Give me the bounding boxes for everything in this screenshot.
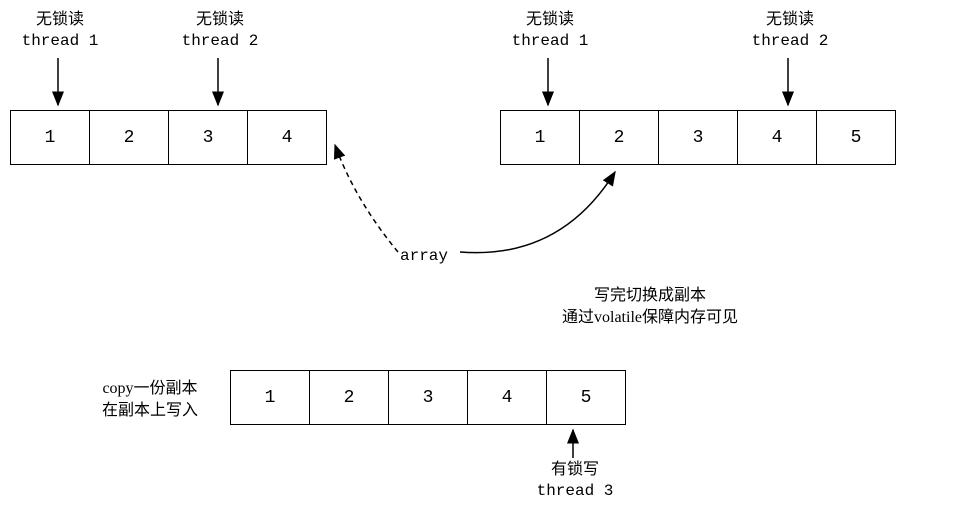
thread3-text: thread 3 bbox=[537, 482, 614, 500]
lockfree-read-text-3: 无锁读 bbox=[526, 11, 574, 28]
copy-note-line2: 在副本上写入 bbox=[102, 402, 198, 419]
right-cell-1: 2 bbox=[579, 110, 659, 165]
left-cell-0: 1 bbox=[10, 110, 90, 165]
left-cell-1: 2 bbox=[89, 110, 169, 165]
array-label: array bbox=[400, 245, 448, 267]
swap-note: 写完切换成副本 通过volatile保障内存可见 bbox=[520, 285, 780, 330]
right-cell-2: 3 bbox=[658, 110, 738, 165]
right-cell-0: 1 bbox=[500, 110, 580, 165]
bottom-cell-0: 1 bbox=[230, 370, 310, 425]
lockfree-read-text-4: 无锁读 bbox=[766, 11, 814, 28]
left-cell-3: 4 bbox=[247, 110, 327, 165]
thread1-right-label: 无锁读 thread 1 bbox=[505, 10, 595, 52]
bottom-array: 1 2 3 4 5 bbox=[230, 370, 626, 425]
copy-note: copy一份副本 在副本上写入 bbox=[80, 378, 220, 423]
lockfree-read-text: 无锁读 bbox=[36, 11, 84, 28]
lockfree-read-text-2: 无锁读 bbox=[196, 11, 244, 28]
locked-write-text: 有锁写 bbox=[551, 461, 599, 478]
thread2-right-label: 无锁读 thread 2 bbox=[745, 10, 835, 52]
left-array: 1 2 3 4 bbox=[10, 110, 327, 165]
bottom-cell-2: 3 bbox=[388, 370, 468, 425]
right-cell-4: 5 bbox=[816, 110, 896, 165]
right-cell-3: 4 bbox=[737, 110, 817, 165]
swap-note-line2: 通过volatile保障内存可见 bbox=[562, 309, 738, 326]
thread1-left-label: 无锁读 thread 1 bbox=[15, 10, 105, 52]
bottom-cell-3: 4 bbox=[467, 370, 547, 425]
right-array: 1 2 3 4 5 bbox=[500, 110, 896, 165]
arrow-array-left bbox=[335, 145, 398, 252]
thread1-text: thread 1 bbox=[22, 32, 99, 50]
arrow-array-right bbox=[460, 172, 615, 253]
thread1-text-2: thread 1 bbox=[512, 32, 589, 50]
thread2-text-2: thread 2 bbox=[752, 32, 829, 50]
copy-note-line1: copy一份副本 bbox=[102, 380, 197, 397]
bottom-cell-1: 2 bbox=[309, 370, 389, 425]
array-label-text: array bbox=[400, 247, 448, 265]
thread2-left-label: 无锁读 thread 2 bbox=[175, 10, 265, 52]
left-cell-2: 3 bbox=[168, 110, 248, 165]
bottom-cell-4: 5 bbox=[546, 370, 626, 425]
arrows-overlay bbox=[0, 0, 971, 521]
thread3-label: 有锁写 thread 3 bbox=[520, 460, 630, 502]
swap-note-line1: 写完切换成副本 bbox=[594, 287, 706, 304]
thread2-text: thread 2 bbox=[182, 32, 259, 50]
